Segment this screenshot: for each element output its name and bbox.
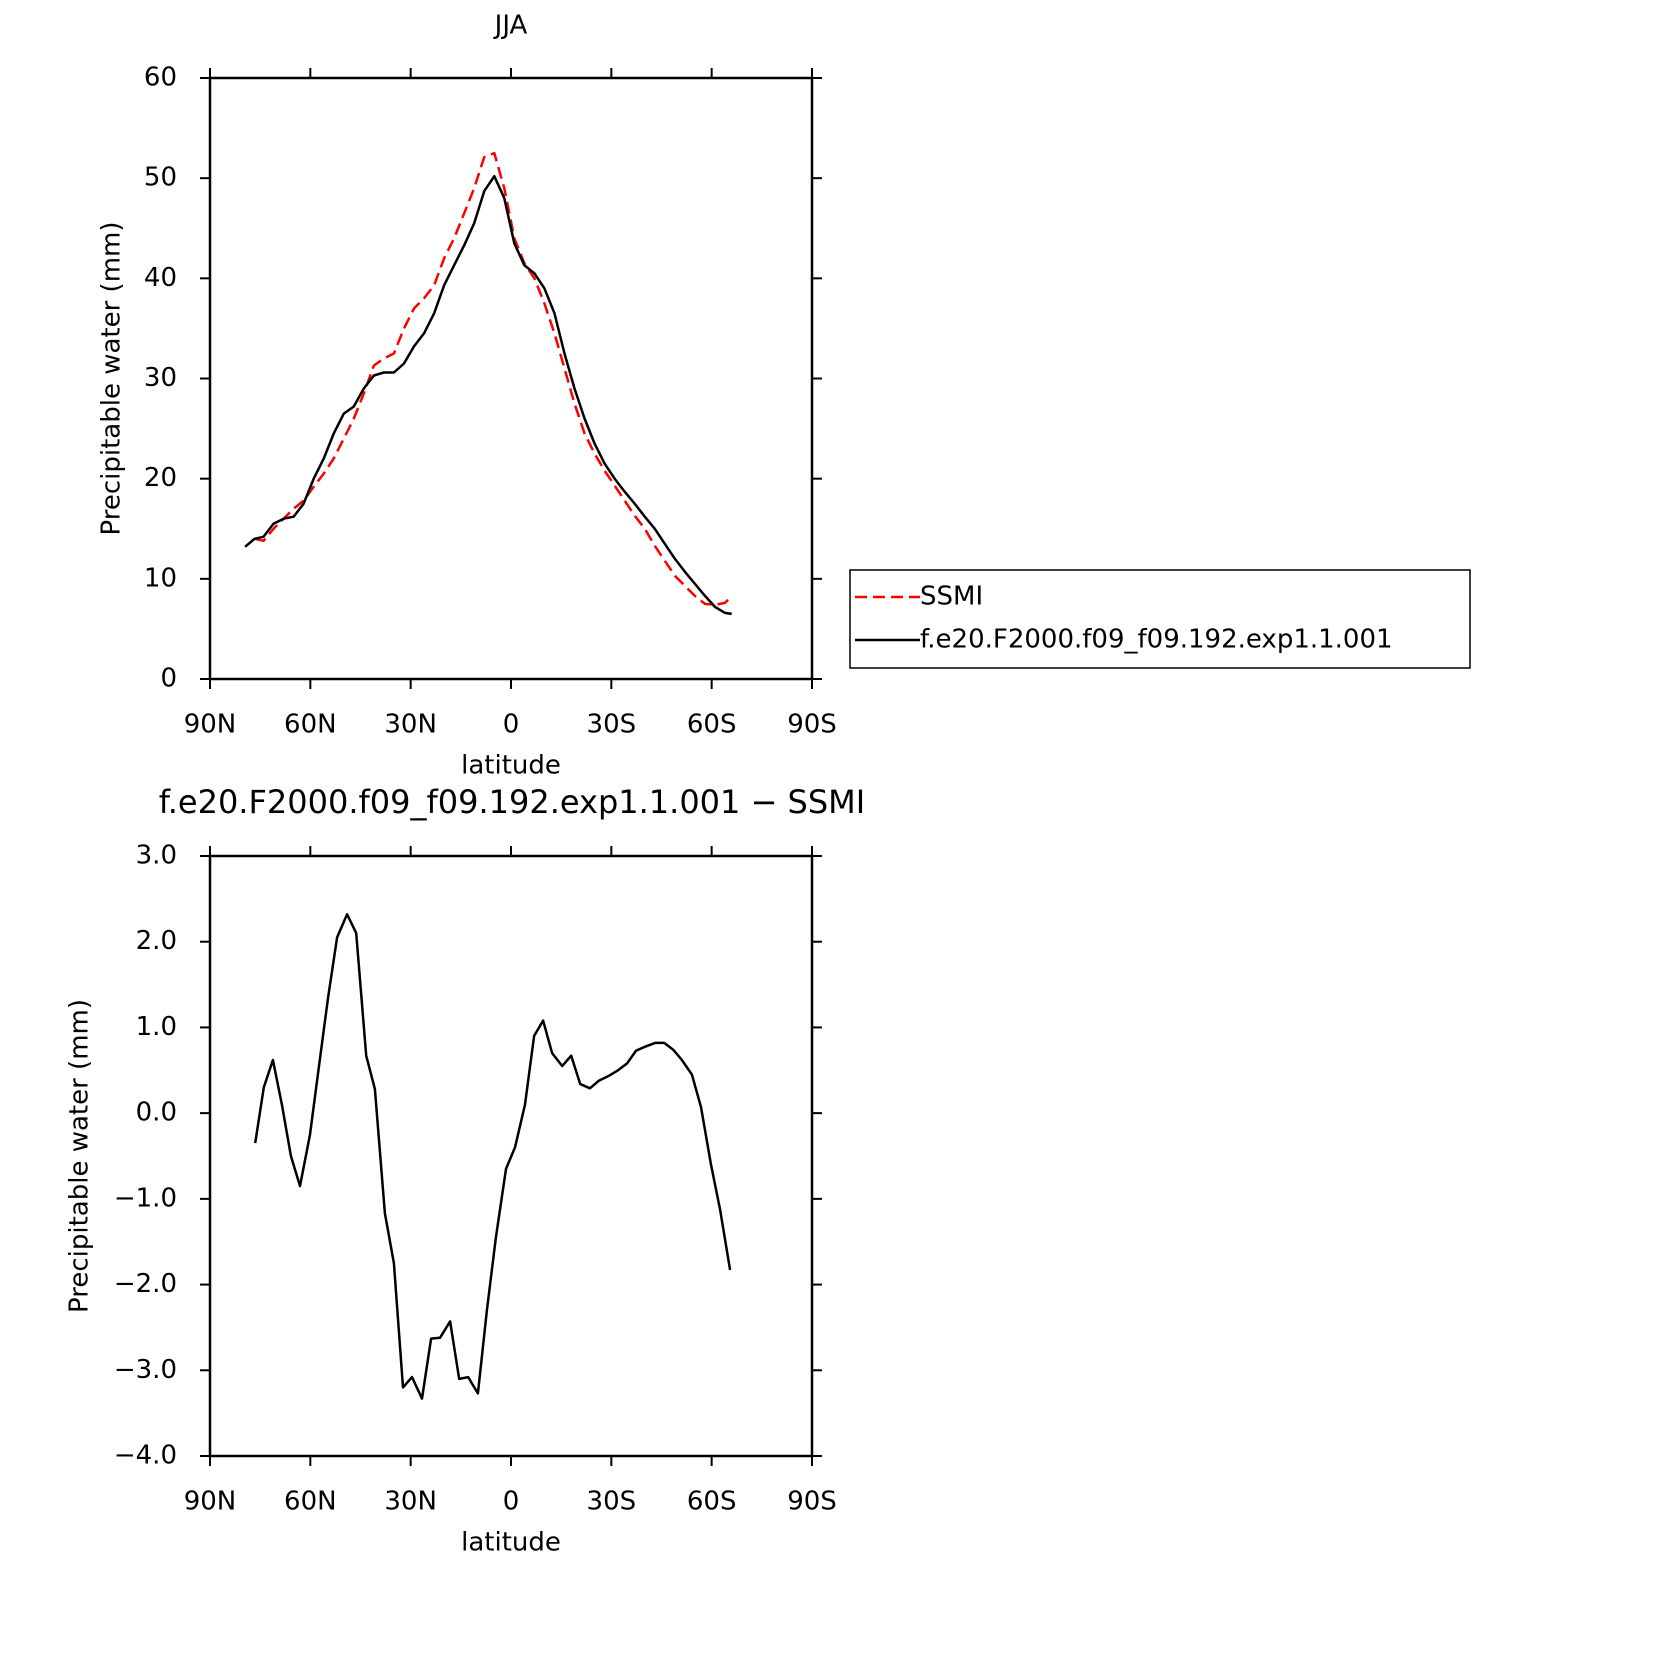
y-tick-label: 0	[160, 664, 177, 694]
x-axis-label: latitude	[461, 1528, 561, 1558]
x-tick-label: 30S	[587, 710, 637, 740]
y-tick-label: 40	[144, 263, 177, 293]
y-tick-label: −1.0	[114, 1183, 177, 1213]
y-tick-label: 20	[144, 463, 177, 493]
series-line	[244, 174, 732, 616]
x-tick-label: 60N	[284, 710, 337, 740]
y-tick-label: 60	[144, 63, 177, 93]
y-axis-label: Precipitable water (mm)	[65, 999, 95, 1313]
x-tick-label: 60N	[284, 1487, 337, 1517]
x-tick-label: 30N	[384, 710, 437, 740]
y-tick-label: 50	[144, 163, 177, 193]
y-tick-label: 30	[144, 363, 177, 393]
y-axis-label: Precipitable water (mm)	[97, 222, 127, 536]
legend-label: f.e20.F2000.f09_f09.192.exp1.1.001	[920, 625, 1393, 655]
x-tick-label: 30N	[384, 1487, 437, 1517]
x-axis-label: latitude	[461, 751, 561, 781]
y-tick-label: 1.0	[136, 1012, 177, 1042]
y-tick-label: 3.0	[136, 841, 177, 871]
x-tick-label: 0	[503, 1487, 520, 1517]
y-tick-label: 2.0	[136, 926, 177, 956]
x-tick-label: 90S	[787, 710, 837, 740]
y-tick-label: −2.0	[114, 1269, 177, 1299]
x-tick-label: 30S	[587, 1487, 637, 1517]
legend-label: SSMI	[920, 582, 983, 612]
series-line	[253, 913, 732, 1400]
y-tick-label: 10	[144, 563, 177, 593]
x-tick-label: 90S	[787, 1487, 837, 1517]
y-tick-label: −4.0	[114, 1441, 177, 1471]
y-tick-label: 0.0	[136, 1098, 177, 1128]
chart-title: JJA	[493, 11, 528, 41]
x-tick-label: 60S	[687, 710, 737, 740]
plot-frame	[208, 76, 814, 681]
x-tick-label: 90N	[184, 710, 237, 740]
y-tick-label: −3.0	[114, 1355, 177, 1385]
legend-box	[849, 569, 1471, 669]
series-line	[254, 151, 733, 607]
x-tick-label: 90N	[184, 1487, 237, 1517]
x-tick-label: 60S	[687, 1487, 737, 1517]
chart-title: f.e20.F2000.f09_f09.192.exp1.1.001 − SSM…	[159, 783, 865, 821]
x-tick-label: 0	[503, 710, 520, 740]
